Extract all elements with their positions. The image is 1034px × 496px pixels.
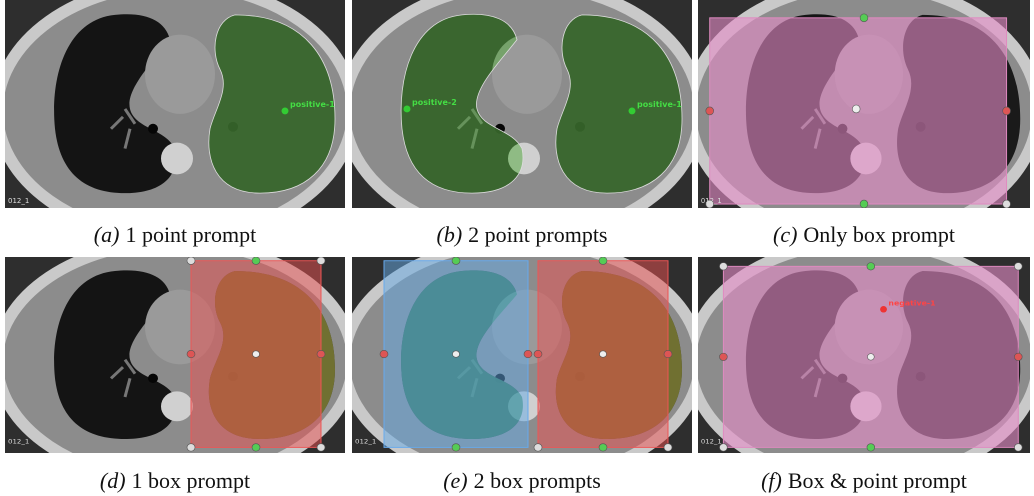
caption-text: 1 point prompt [125,222,256,247]
caption-text: Only box prompt [803,222,955,247]
image-panel: 012_1 [698,0,1030,208]
caption-text: 1 box prompt [132,468,251,493]
slice-label: 012_1 [701,197,722,205]
image-panel: 012_1 [352,257,692,453]
caption: (e) 2 box prompts [352,468,692,494]
slice-label: 012_1 [8,197,29,205]
prompt-point [282,107,289,114]
caption: (f) Box & point prompt [694,468,1034,494]
slice-label: 012_1 [701,438,722,446]
point-label: positive-1 [290,100,335,109]
image-panel: negative-1 012_1 [698,257,1030,453]
slice-label: 012_1 [355,438,376,446]
prompt-point [880,306,887,313]
image-panel: 012_1 [5,257,345,453]
caption: (a)1 point prompt [5,222,345,248]
caption-label: (a) [94,222,120,247]
caption-label: (d) [100,468,126,493]
caption: (c)Only box prompt [694,222,1034,248]
prompt-point [404,105,411,112]
caption-text: 2 point prompts [468,222,607,247]
caption-text: Box & point prompt [788,468,967,493]
caption-label: (b) [437,222,463,247]
slice-label: 012_1 [8,438,29,446]
caption-text: 2 box prompts [474,468,601,493]
caption-label: (f) [761,468,782,493]
caption-label: (c) [773,222,797,247]
caption: (b)2 point prompts [352,222,692,248]
point-label: positive-1 [637,100,682,109]
image-panel: positive-1 012_1 [5,0,345,208]
prompt-point [629,107,636,114]
page: positive-1 012_1 (a)1 point prompt posit… [0,0,1034,496]
caption: (d)1 box prompt [5,468,345,494]
point-label: negative-1 [888,299,935,308]
image-panel: positive-1 positive-2 [352,0,692,208]
point-label: positive-2 [412,98,457,107]
caption-label: (e) [443,468,467,493]
